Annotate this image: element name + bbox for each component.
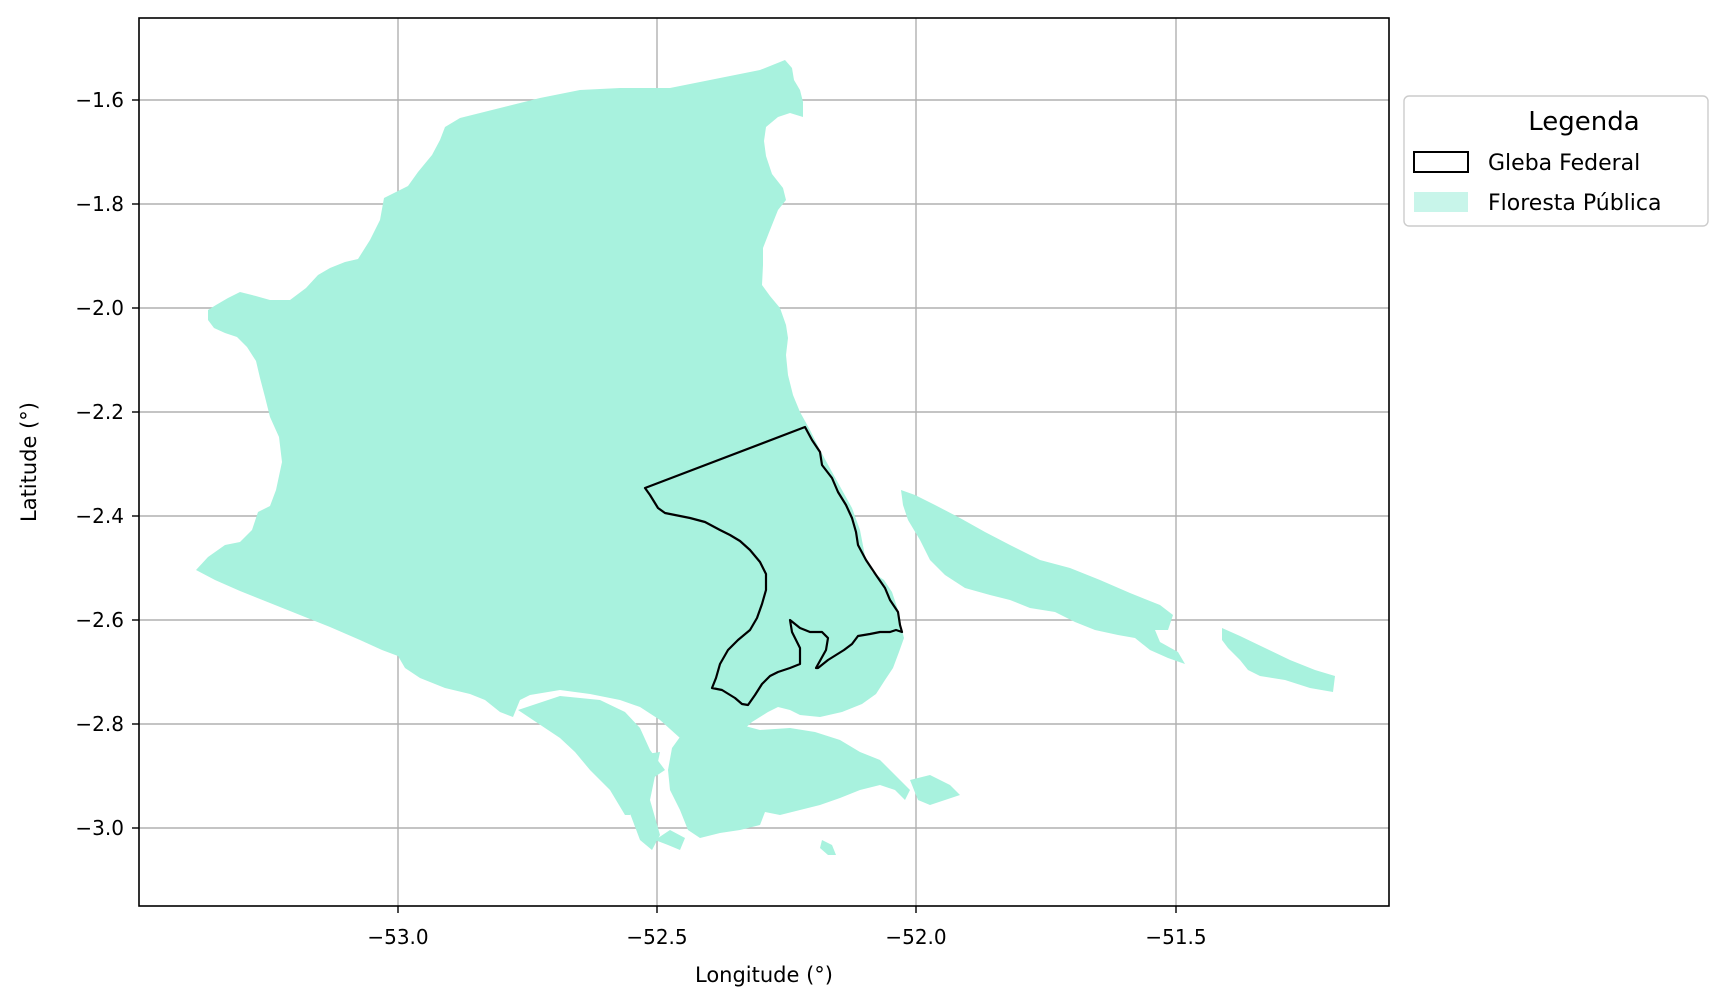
x-tick-label: −52.5	[626, 925, 687, 949]
floresta-south-fragment	[655, 830, 685, 850]
x-tick-label: −53.0	[367, 925, 428, 949]
y-axis-label: Latitude (°)	[17, 402, 41, 522]
x-tick-labels: −53.0 −52.5 −52.0 −51.5	[367, 925, 1206, 949]
floresta-south-fragment	[668, 716, 910, 838]
floresta-east-fragment	[800, 572, 898, 712]
floresta-south-fragment	[820, 840, 836, 855]
y-tick-label: −2.2	[75, 400, 124, 424]
gleba-federal-layer	[643, 425, 904, 707]
legend-swatch-floresta-publica	[1414, 192, 1468, 212]
tick-marks	[132, 99, 1177, 913]
y-tick-label: −2.4	[75, 504, 124, 528]
gleba-federal-outline	[643, 425, 904, 707]
legend-swatch-gleba-federal	[1413, 151, 1469, 173]
floresta-south-fragment	[615, 752, 660, 850]
legend-label-floresta-publica: Floresta Pública	[1488, 191, 1661, 216]
floresta-east-strip	[1222, 628, 1335, 692]
legend-box	[1403, 95, 1709, 227]
plot-frame	[138, 17, 1390, 907]
y-tick-label: −1.8	[75, 192, 124, 216]
floresta-northeast-strip	[901, 490, 1185, 664]
legend-label-gleba-federal: Gleba Federal	[1488, 151, 1640, 176]
y-tick-label: −2.0	[75, 296, 124, 320]
floresta-main-polygon	[196, 60, 904, 752]
legend-title: Legenda	[1528, 107, 1639, 137]
legend: Legenda Gleba Federal Floresta Pública	[1403, 95, 1709, 227]
floresta-south-fragment	[910, 775, 960, 805]
x-axis-label: Longitude (°)	[695, 963, 833, 987]
y-tick-label: −3.0	[75, 816, 124, 840]
x-tick-label: −52.0	[885, 925, 946, 949]
y-tick-label: −2.6	[75, 608, 124, 632]
x-tick-label: −51.5	[1145, 925, 1206, 949]
y-tick-label: −1.6	[75, 88, 124, 112]
y-tick-label: −2.8	[75, 712, 124, 736]
y-tick-labels: −1.6 −1.8 −2.0 −2.2 −2.4 −2.6 −2.8 −3.0	[75, 88, 124, 840]
floresta-publica-layer	[196, 60, 1335, 855]
